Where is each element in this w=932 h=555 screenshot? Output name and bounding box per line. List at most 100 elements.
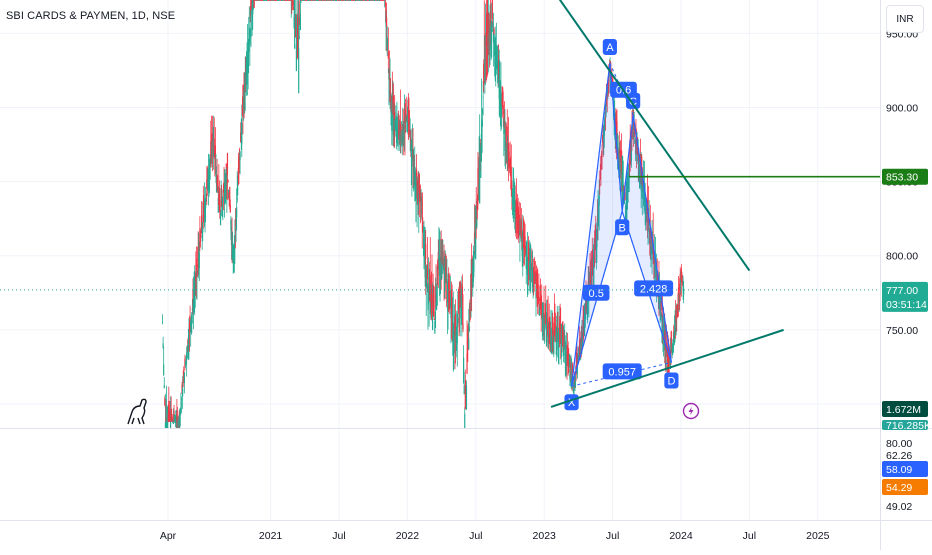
candle-body	[171, 417, 173, 422]
candle-body	[246, 53, 249, 75]
candle-body	[295, 28, 297, 38]
candle-body	[513, 204, 515, 210]
candle-body	[423, 238, 425, 250]
candle-body	[504, 134, 507, 147]
lightning-icon-bolt	[688, 406, 694, 416]
candle-body	[428, 291, 430, 293]
candle-body	[162, 343, 164, 349]
candle-body	[168, 400, 170, 422]
dino-icon	[127, 398, 147, 425]
pattern-point-b-text: B	[619, 222, 626, 234]
candle-body	[547, 318, 549, 330]
candle-body	[568, 366, 570, 368]
candle-body	[447, 287, 449, 311]
candle-body	[458, 281, 461, 305]
candle-body	[448, 280, 450, 292]
candle-body	[479, 171, 481, 204]
candle-body	[422, 231, 424, 233]
candle-body	[445, 260, 447, 276]
currency-selector[interactable]: INR	[886, 5, 924, 33]
candle-body	[249, 28, 251, 45]
candle-body	[179, 409, 181, 411]
candle-body	[643, 188, 645, 193]
candle-body	[196, 264, 199, 267]
candle-body	[200, 236, 202, 238]
candle-body	[562, 342, 565, 356]
candle-body	[452, 319, 454, 322]
candle-body	[493, 28, 495, 35]
candle-body	[409, 135, 411, 139]
candle-body	[466, 353, 468, 374]
candle-body	[248, 40, 250, 53]
price-tick-label: 900.00	[886, 102, 918, 114]
candle-body	[657, 276, 659, 283]
candle-body	[204, 202, 206, 219]
candle-body	[406, 115, 408, 121]
candle-body	[402, 130, 404, 146]
lightning-icon	[682, 402, 700, 420]
pattern-point-d-text: D	[667, 375, 675, 387]
candle-body	[563, 332, 565, 346]
indicator-tag-bg	[882, 461, 928, 477]
candle-body	[576, 366, 578, 375]
candle-body	[444, 268, 446, 292]
candle-body	[556, 332, 558, 337]
candle-body	[655, 268, 657, 272]
pattern-ratio-label: 0.5	[582, 284, 610, 301]
candle-body	[543, 312, 545, 319]
candle-body	[192, 299, 195, 313]
candle-body	[508, 151, 510, 163]
candle-body	[387, 51, 389, 59]
candle-body	[649, 230, 651, 237]
time-tick-label: 2022	[396, 530, 420, 542]
symbol-title[interactable]: SBI CARDS & PAYMEN, 1D, NSE	[6, 10, 176, 22]
candle-body	[580, 343, 582, 353]
candle-body	[569, 363, 572, 372]
volume-tag-bg	[882, 401, 928, 417]
candle-body	[596, 230, 598, 248]
candle-body	[582, 316, 584, 329]
candle-body	[203, 200, 205, 213]
candle-body	[549, 322, 551, 334]
candle-body	[449, 303, 451, 307]
candle-body	[430, 301, 432, 318]
candle-body	[431, 310, 434, 331]
candle-body	[408, 123, 410, 128]
candle-body	[605, 103, 607, 114]
candle-body	[205, 198, 207, 208]
candle-body	[394, 111, 396, 119]
candle-body	[659, 300, 661, 314]
candle-body	[557, 329, 559, 333]
candle-body	[669, 354, 672, 369]
pattern-point-a-text: A	[606, 42, 614, 54]
candle-body	[637, 146, 639, 155]
candle-body	[505, 123, 507, 139]
candle-body	[498, 56, 500, 75]
candle-body	[457, 311, 460, 314]
candle-body	[539, 300, 542, 309]
candle-body	[673, 331, 676, 344]
candle-body	[412, 148, 414, 158]
candle-body	[490, 11, 492, 26]
candle-body	[173, 410, 175, 422]
price-tick-label: 750.00	[886, 325, 918, 337]
time-tick-label: 2023	[533, 530, 557, 542]
candle-body	[441, 262, 443, 279]
candle-body	[502, 87, 504, 110]
candle-body	[454, 313, 457, 336]
candle-body	[217, 186, 219, 192]
candle-body	[627, 189, 629, 203]
candle-body	[233, 244, 235, 249]
candle-body	[531, 251, 533, 268]
candle-body	[616, 121, 618, 140]
candle-body	[571, 375, 573, 386]
candle-body	[600, 153, 603, 161]
candle-body	[552, 316, 554, 337]
candle-body	[386, 17, 388, 27]
candle-body	[230, 219, 232, 230]
candle-body	[422, 222, 424, 225]
volume-ma-tag-text: 716.285K	[886, 420, 931, 432]
candle-body	[620, 166, 622, 176]
